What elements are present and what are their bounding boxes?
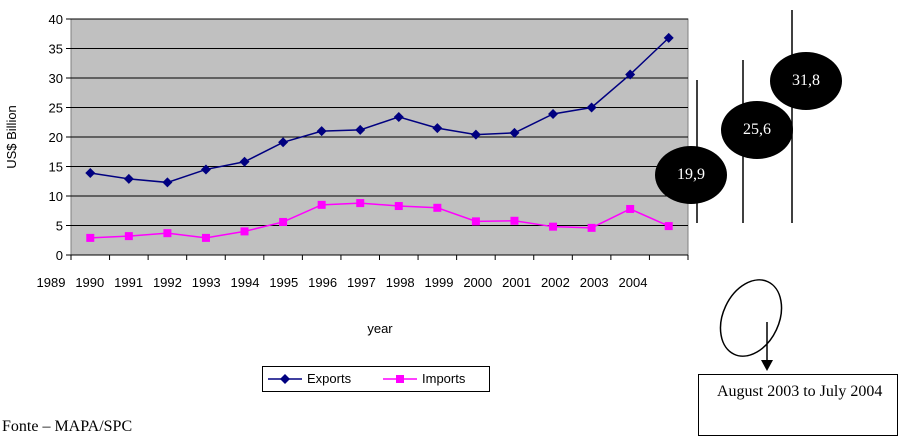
source-note: Fonte – MAPA/SPC — [2, 418, 133, 435]
y-tick-label: 15 — [49, 160, 63, 175]
legend: Exports Imports — [262, 366, 490, 392]
badge-value: 31,8 — [770, 52, 842, 110]
x-tick-label: 1994 — [231, 275, 260, 290]
data-point-exports — [625, 69, 636, 80]
x-tick-label: 1997 — [347, 275, 376, 290]
x-tick-label: 1995 — [269, 275, 298, 290]
data-point-imports — [394, 202, 403, 211]
x-tick-label: 1998 — [386, 275, 415, 290]
x-tick-label: 2001 — [502, 275, 531, 290]
data-point-imports — [626, 204, 635, 213]
data-point-exports — [85, 167, 96, 178]
x-tick-label: 2000 — [463, 275, 492, 290]
y-axis-title: US$ Billion — [4, 105, 19, 169]
x-tick-label: 1991 — [114, 275, 143, 290]
series-line-imports — [90, 202, 670, 239]
y-tick-label: 20 — [49, 130, 63, 145]
data-point-exports — [548, 108, 559, 119]
y-tick-labels: 0 5 10 15 20 25 30 35 40 — [49, 12, 63, 263]
series-line-exports — [90, 37, 670, 184]
x-tick-label: 1996 — [308, 275, 337, 290]
x-tick-label: 1992 — [153, 275, 182, 290]
data-point-exports — [239, 156, 250, 167]
data-point-imports — [86, 233, 95, 242]
data-point-imports — [471, 217, 480, 226]
x-tick-label: 1990 — [75, 275, 104, 290]
y-tick-label: 25 — [49, 101, 63, 116]
x-tick-label: 1999 — [425, 275, 454, 290]
data-point-exports — [586, 102, 597, 113]
y-tick-label: 30 — [49, 71, 63, 86]
data-point-imports — [433, 203, 442, 212]
data-point-exports — [162, 177, 173, 188]
series-markers — [85, 32, 674, 242]
x-tick-label: 2002 — [541, 275, 570, 290]
badge-value: 25,6 — [721, 101, 793, 159]
x-tick-label: 1989 — [37, 275, 66, 290]
data-point-exports — [432, 123, 443, 134]
data-point-imports — [587, 223, 596, 232]
data-point-imports — [124, 232, 133, 241]
badge-value: 19,9 — [655, 146, 727, 204]
data-point-imports — [201, 233, 210, 242]
series-lines — [90, 37, 670, 239]
x-tick-label: 2004 — [619, 275, 648, 290]
y-tick-label: 35 — [49, 42, 63, 57]
data-point-imports — [163, 229, 172, 238]
imports-legend-swatch — [383, 375, 417, 383]
highlight-circle — [719, 279, 783, 357]
data-point-imports — [240, 227, 249, 236]
legend-label-imports: Imports — [422, 371, 466, 386]
data-point-imports — [317, 200, 326, 209]
data-point-imports — [549, 222, 558, 231]
arrow-head — [761, 360, 773, 371]
x-tick-labels: 1989 1990 1991 1992 1993 1994 1995 1996 1997 1998… — [37, 255, 689, 290]
gridlines — [66, 18, 688, 256]
data-point-imports — [664, 222, 673, 231]
data-point-imports — [279, 217, 288, 226]
data-point-exports — [355, 124, 366, 135]
data-point-exports — [123, 173, 134, 184]
y-tick-label: 0 — [56, 248, 63, 263]
x-tick-label: 1993 — [192, 275, 221, 290]
data-point-exports — [663, 32, 674, 43]
data-point-exports — [470, 129, 481, 140]
y-tick-label: 5 — [56, 219, 63, 234]
x-axis-title: year — [367, 321, 393, 336]
legend-label-exports: Exports — [307, 371, 352, 386]
data-point-exports — [509, 127, 520, 138]
data-point-exports — [393, 111, 404, 122]
data-point-imports — [510, 216, 519, 225]
period-note: August 2003 to July 2004 — [698, 374, 898, 436]
data-point-exports — [278, 137, 289, 148]
y-tick-label: 10 — [49, 189, 63, 204]
data-point-exports — [316, 126, 327, 137]
data-point-imports — [356, 199, 365, 208]
x-tick-label: 2003 — [580, 275, 609, 290]
data-point-exports — [200, 164, 211, 175]
y-tick-label: 40 — [49, 12, 63, 27]
exports-legend-swatch — [268, 374, 302, 384]
